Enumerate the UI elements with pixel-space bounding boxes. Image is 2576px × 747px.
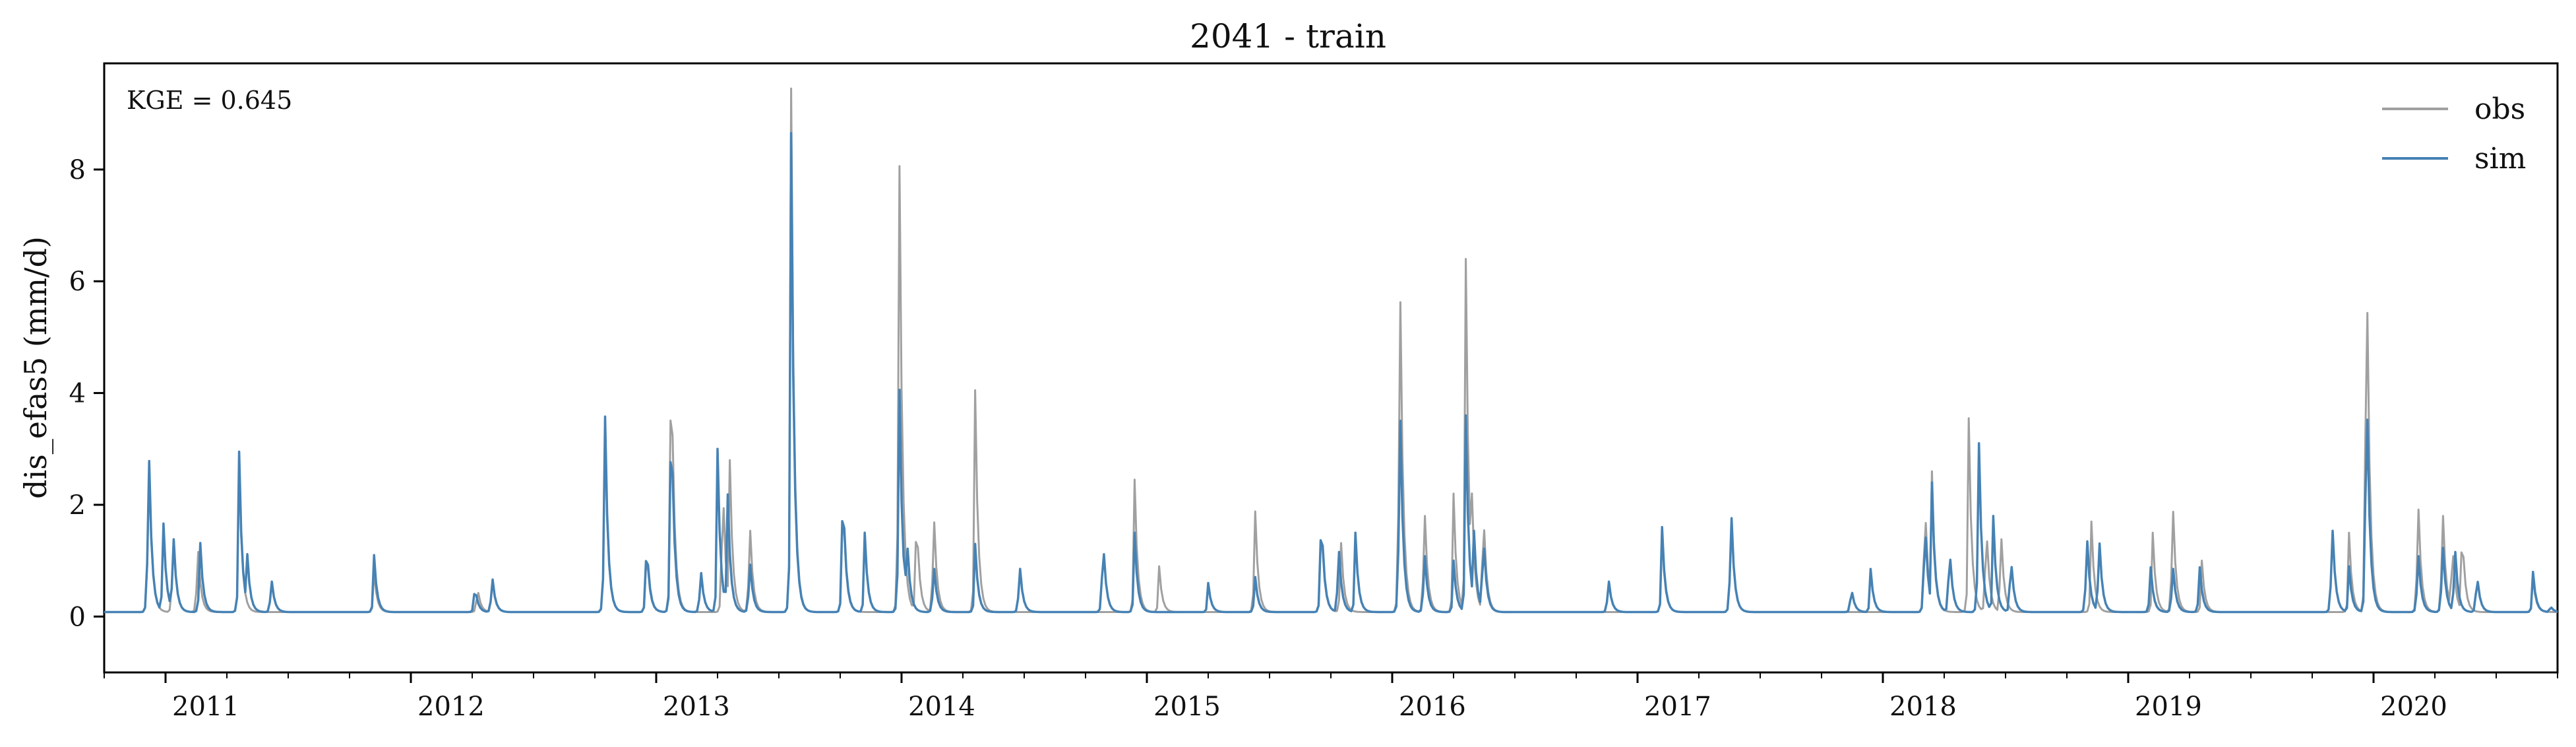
plot-frame bbox=[103, 62, 2559, 674]
chart-title: 2041 - train bbox=[1190, 17, 1386, 55]
x-tick-label-2020: 2020 bbox=[2380, 692, 2447, 722]
x-tick-label-2017: 2017 bbox=[1644, 692, 1711, 722]
kge-annotation: KGE = 0.645 bbox=[127, 86, 292, 115]
x-tick-label-2012: 2012 bbox=[417, 692, 485, 722]
x-tick-label-2016: 2016 bbox=[1399, 692, 1466, 722]
x-tick-label-2011: 2011 bbox=[172, 692, 239, 722]
y-tick-label-2: 2 bbox=[69, 490, 86, 521]
series-line-sim bbox=[104, 132, 2558, 614]
legend-label-sim: sim bbox=[2474, 142, 2526, 176]
x-axis: 2011 2012 2013 2014 2015 2016 2017 2018 2019 2020 bbox=[104, 672, 2558, 722]
x-tick-label-2013: 2013 bbox=[663, 692, 730, 722]
x-tick-label-2019: 2019 bbox=[2135, 692, 2202, 722]
y-tick-label-6: 6 bbox=[69, 267, 86, 297]
x-tick-label-2015: 2015 bbox=[1153, 692, 1221, 722]
y-tick-label-4: 4 bbox=[69, 379, 86, 409]
legend: obs sim bbox=[2382, 92, 2526, 176]
y-tick-label-0: 0 bbox=[69, 602, 86, 632]
x-tick-label-2018: 2018 bbox=[1889, 692, 1957, 722]
x-tick-label-2014: 2014 bbox=[908, 692, 975, 722]
y-axis-label: dis_efas5 (mm/d) bbox=[18, 236, 53, 499]
legend-label-obs: obs bbox=[2474, 92, 2525, 126]
y-tick-label-8: 8 bbox=[69, 155, 86, 185]
y-axis: 0 2 4 6 8 bbox=[69, 155, 104, 632]
series-layer bbox=[104, 87, 2558, 614]
